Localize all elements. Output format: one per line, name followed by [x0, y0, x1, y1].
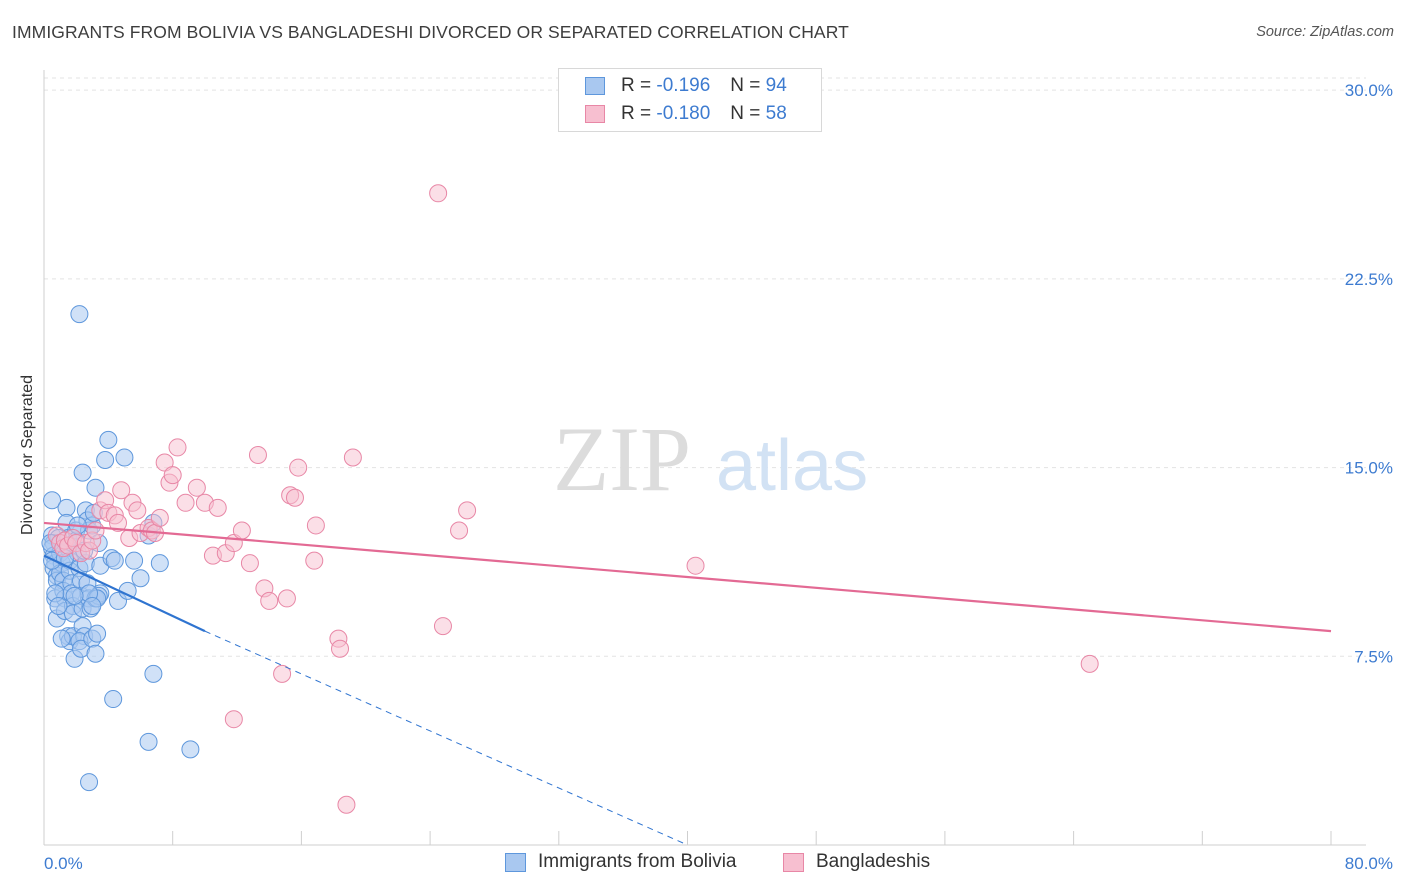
legend-swatch-bangladeshis	[585, 105, 605, 123]
data-point-bangladeshis	[248, 445, 267, 464]
watermark-zip: ZIP	[553, 408, 691, 510]
source-label: Source: ZipAtlas.com	[1256, 24, 1394, 40]
legend-row-bolivia: R = -0.196 N = 94	[585, 74, 787, 98]
data-point-bangladeshis	[306, 516, 325, 535]
trendline-bangladeshis	[43, 521, 1332, 633]
data-point-bolivia	[73, 463, 92, 482]
x-tick-label: 0.0%	[44, 854, 83, 873]
data-point-bangladeshis	[176, 493, 195, 512]
y-tick-label: 15.0%	[1345, 459, 1393, 478]
y-tick-label: 7.5%	[1354, 647, 1393, 666]
data-point-bolivia	[43, 491, 62, 510]
data-point-bolivia	[80, 773, 99, 792]
data-point-bangladeshis	[112, 481, 131, 500]
data-point-bangladeshis	[458, 501, 477, 520]
x-tick-label: 80.0%	[1345, 854, 1393, 873]
y-axis-label: Divorced or Separated	[19, 375, 36, 535]
legend-n-value: 94	[765, 75, 787, 96]
legend-r-label: R =	[621, 75, 652, 96]
data-point-bangladeshis	[289, 458, 308, 477]
data-point-bolivia	[150, 554, 169, 573]
data-point-bolivia	[57, 498, 76, 517]
data-point-bangladeshis	[208, 498, 227, 517]
gridlines	[44, 77, 1366, 657]
data-point-bangladeshis	[109, 513, 128, 532]
y-tick-label: 30.0%	[1345, 81, 1393, 100]
data-point-bangladeshis	[240, 554, 259, 573]
data-point-bangladeshis	[86, 521, 105, 540]
series-legend: Immigrants from Bolivia Bangladeshis	[0, 851, 1406, 879]
data-point-bangladeshis	[450, 521, 469, 540]
legend-r-label: R =	[621, 103, 652, 124]
data-point-bangladeshis	[163, 466, 182, 485]
data-point-bangladeshis	[187, 478, 206, 497]
data-point-bolivia	[70, 305, 89, 324]
data-point-bangladeshis	[155, 453, 174, 472]
legend-item-bangladeshis[interactable]: Bangladeshis	[783, 851, 930, 873]
data-point-bolivia	[83, 596, 102, 615]
watermark: ZIP atlas	[553, 408, 868, 510]
data-point-bolivia	[52, 629, 71, 648]
data-point-bangladeshis	[305, 551, 324, 570]
trendlines	[43, 521, 1332, 846]
legend-n-value: 58	[765, 103, 787, 124]
y-tick-label: 22.5%	[1345, 270, 1393, 289]
data-point-bolivia	[181, 740, 200, 759]
correlation-legend: R = -0.196 N = 94 R = -0.180 N = 58	[558, 68, 822, 132]
data-point-bangladeshis	[433, 617, 452, 636]
data-point-bangladeshis	[429, 184, 448, 203]
data-point-bangladeshis	[150, 508, 169, 527]
legend-swatch-bolivia	[585, 77, 605, 95]
legend-swatch-bangladeshis	[783, 852, 804, 872]
trendline-bolivia-extension	[204, 630, 688, 846]
legend-r-value: -0.196	[656, 75, 711, 96]
data-point-bangladeshis	[285, 488, 304, 507]
data-point-bolivia	[88, 624, 107, 643]
data-point-bangladeshis	[273, 664, 292, 683]
data-point-bolivia	[144, 664, 163, 683]
data-point-bolivia	[131, 569, 150, 588]
y-tick-labels: 7.5% 15.0% 22.5% 30.0%	[1345, 81, 1393, 666]
axes	[43, 70, 1366, 846]
data-point-bangladeshis	[331, 639, 350, 658]
legend-label-bolivia: Immigrants from Bolivia	[538, 851, 737, 872]
data-point-bangladeshis	[232, 521, 251, 540]
legend-n-label: N =	[730, 75, 761, 96]
data-point-bolivia	[115, 448, 134, 467]
data-point-bolivia	[96, 451, 115, 470]
data-point-bangladeshis	[168, 438, 187, 457]
legend-r-value: -0.180	[656, 103, 711, 124]
chart-title: IMMIGRANTS FROM BOLIVIA VS BANGLADESHI D…	[12, 22, 849, 42]
data-point-bangladeshis	[1080, 654, 1099, 673]
legend-swatch-bolivia	[505, 852, 526, 872]
data-point-bolivia	[104, 690, 123, 709]
data-point-bangladeshis	[224, 710, 243, 729]
legend-label-bangladeshis: Bangladeshis	[816, 851, 931, 872]
series-bangladeshis-points	[47, 184, 1099, 814]
legend-n-label: N =	[730, 103, 761, 124]
data-point-bangladeshis	[260, 591, 279, 610]
data-point-bangladeshis	[128, 501, 147, 520]
data-point-bolivia	[86, 478, 105, 497]
data-point-bolivia	[99, 430, 118, 449]
watermark-atlas: atlas	[716, 426, 868, 506]
data-point-bolivia	[86, 644, 105, 663]
data-point-bangladeshis	[343, 448, 362, 467]
data-point-bangladeshis	[337, 795, 356, 814]
data-point-bangladeshis	[277, 589, 296, 608]
data-point-bolivia	[139, 732, 158, 751]
legend-row-bangladeshis: R = -0.180 N = 58	[585, 102, 787, 126]
data-point-bolivia	[65, 586, 84, 605]
data-point-bolivia	[49, 596, 68, 615]
data-point-bangladeshis	[686, 556, 705, 575]
trendline-bolivia	[43, 554, 206, 633]
data-point-bolivia	[125, 551, 144, 570]
x-tick-labels: 0.0% 80.0%	[43, 831, 1393, 873]
legend-item-bolivia[interactable]: Immigrants from Bolivia	[505, 851, 737, 873]
data-point-bolivia	[105, 551, 124, 570]
